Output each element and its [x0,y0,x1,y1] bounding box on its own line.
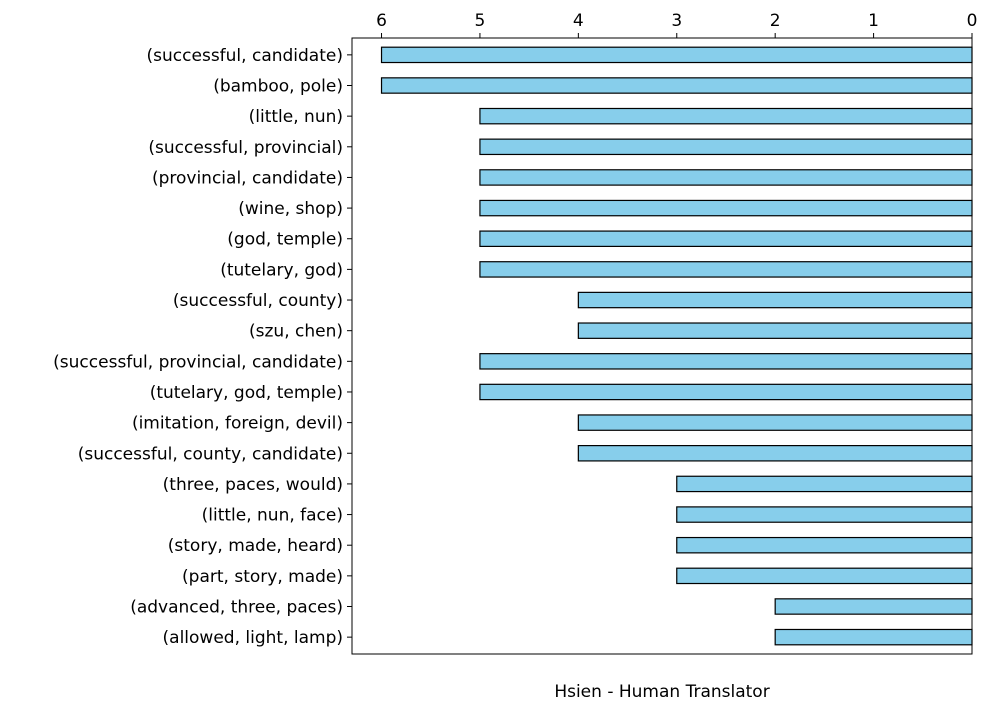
y-tick-label: (provincial, candidate) [152,168,343,188]
y-tick-label: (wine, shop) [238,199,343,219]
bar [380,46,973,64]
y-tick-label: (successful, provincial, candidate) [53,352,343,372]
x-ticks-group: 6 5 4 3 2 1 0 [376,11,977,38]
bar [380,77,973,94]
y-ticks-group: (successful, candidate) (bamboo, pole) (li… [53,46,352,648]
x-tick-label: 3 [671,11,682,31]
x-tick-label: 2 [770,11,781,31]
y-tick-label: (szu, chen) [249,322,343,342]
y-tick-label: (three, paces, would) [163,475,343,495]
y-tick-label: (successful, county) [173,291,343,311]
bar [479,169,973,186]
bar [479,138,973,156]
bar [479,107,973,125]
bar [774,598,973,615]
x-tick-label: 5 [475,11,486,31]
y-tick-label: (little, nun) [249,107,343,127]
bar [479,230,973,247]
y-tick-label: (tutelary, god, temple) [150,383,343,403]
y-tick-label: (successful, provincial) [148,138,343,158]
plot-frame [351,37,973,655]
y-tick-label: (story, made, heard) [168,536,343,556]
bar [676,567,973,585]
y-tick-label: (successful, candidate) [147,46,343,66]
bar [577,291,973,309]
bar [479,261,973,278]
y-tick-label: (imitation, foreign, devil) [132,414,343,434]
x-axis-label: Hsien - Human Translator [554,682,769,702]
bars-group [380,46,973,646]
y-tick-label: (tutelary, god) [220,260,343,280]
bar [577,445,973,462]
x-tick-label: 6 [376,11,387,31]
bar [479,353,973,370]
bar [774,628,973,646]
x-tick-label: 1 [868,11,879,31]
y-tick-label: (bamboo, pole) [213,77,343,97]
bar [479,199,973,217]
bar [577,322,973,339]
bar [577,414,973,431]
y-tick-label: (allowed, light, lamp) [163,628,343,648]
x-tick-label: 0 [967,11,978,31]
y-tick-label: (part, story, made) [182,567,343,587]
y-tick-label: (advanced, three, paces) [130,597,343,617]
y-tick-label: (successful, county, candidate) [78,444,343,464]
y-tick-label: (little, nun, face) [202,506,343,526]
x-tick-label: 4 [573,11,584,31]
bar [676,475,973,493]
bar [676,506,973,523]
y-tick-label: (god, temple) [227,230,343,250]
bar [676,536,973,554]
bar [479,383,973,401]
